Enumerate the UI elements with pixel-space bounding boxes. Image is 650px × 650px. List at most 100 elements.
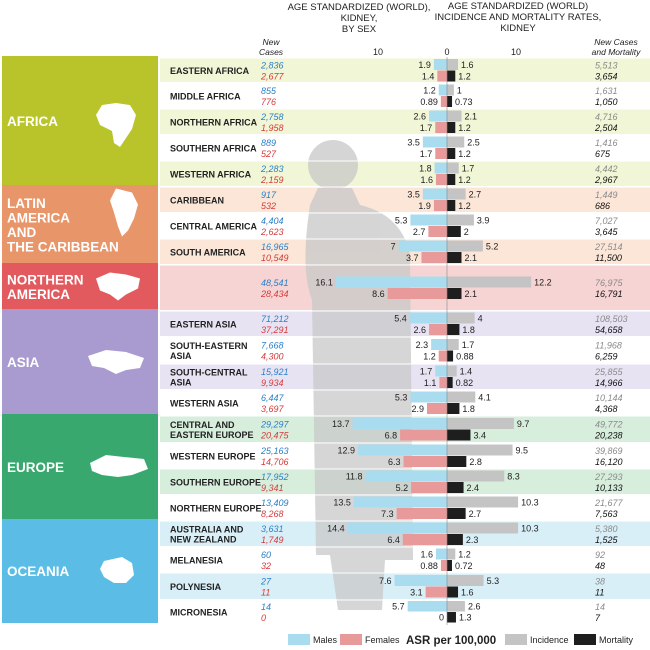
bar-incidence — [447, 444, 513, 456]
value-label-females: 1.6 — [420, 175, 433, 185]
legend-swatch-mortality — [574, 634, 596, 645]
bar-mortality — [447, 403, 460, 414]
total-mortality-cases: 3,645 — [595, 227, 619, 237]
value-label-males: 12.9 — [337, 446, 355, 456]
value-label-males: 14.4 — [327, 524, 345, 534]
bar-mortality — [447, 122, 456, 133]
male-new-cases: 71,212 — [261, 314, 289, 324]
bar-females — [426, 403, 447, 414]
region-name-line: ASIA — [7, 355, 40, 370]
region-map-icon — [90, 455, 148, 477]
bar-males — [429, 110, 447, 122]
total-mortality-cases: 2,504 — [594, 123, 618, 133]
title-right-line: INCIDENCE AND MORTALITY RATES, — [435, 12, 602, 23]
value-label-incidence: 1.6 — [461, 60, 474, 70]
female-new-cases: 37,291 — [261, 325, 289, 335]
total-new-cases: 5,513 — [595, 61, 618, 71]
value-label-mortality: 2.4 — [467, 483, 480, 493]
country-label: ASIA — [170, 378, 192, 388]
region-name-line: NORTHERN — [7, 272, 84, 287]
value-label-females: 1.7 — [420, 123, 433, 133]
bar-mortality — [447, 560, 452, 571]
value-label-incidence: 9.5 — [516, 446, 529, 456]
male-new-cases: 7,668 — [261, 341, 284, 351]
country-label: WESTERN ASIA — [170, 399, 239, 409]
bar-mortality — [447, 586, 459, 598]
bar-males — [431, 339, 447, 350]
value-label-mortality: 2.3 — [466, 535, 479, 545]
value-label-females: 1.2 — [423, 352, 436, 362]
bar-mortality — [447, 96, 453, 107]
value-label-males: 1.2 — [423, 86, 436, 96]
bar-females — [435, 122, 447, 133]
bar-incidence — [447, 522, 519, 534]
value-label-incidence: 9.7 — [517, 419, 530, 429]
value-label-incidence: 1.7 — [462, 164, 475, 174]
male-new-cases: 60 — [261, 550, 271, 560]
legend-label-females: Females — [365, 635, 400, 645]
female-new-cases: 9,934 — [261, 378, 284, 388]
legend-swatch-incidence — [505, 634, 527, 645]
male-new-cases: 25,163 — [260, 446, 289, 456]
new-cases-header-line: New — [262, 37, 280, 47]
country-label: MICRONESIA — [170, 608, 228, 618]
female-new-cases: 532 — [261, 201, 276, 211]
bar-incidence — [447, 59, 459, 70]
value-label-mortality: 1.2 — [458, 72, 471, 82]
total-new-cases: 14 — [595, 602, 605, 612]
title-right-line: AGE STANDARDIZED (WORLD) — [448, 1, 588, 12]
bar-incidence — [447, 339, 459, 350]
bar-mortality — [447, 456, 467, 467]
legend-swatch-males — [288, 634, 310, 645]
country-label: SOUTHERN EUROPE — [170, 478, 261, 488]
value-label-males: 5.7 — [392, 602, 405, 612]
row-band — [160, 187, 650, 212]
total-new-cases: 11,968 — [595, 341, 622, 351]
total-new-cases: 21,677 — [594, 498, 624, 508]
legend-label-asr: ASR per 100,000 — [406, 635, 496, 647]
value-label-females: 2.7 — [413, 227, 426, 237]
region-name-line: THE CARIBBEAN — [7, 239, 119, 254]
bar-males — [435, 365, 447, 377]
male-new-cases: 917 — [261, 190, 277, 200]
bar-mortality — [447, 70, 456, 82]
silhouette-head — [308, 140, 358, 190]
female-new-cases: 0 — [261, 613, 266, 623]
bar-males — [410, 391, 447, 403]
value-label-incidence: 1.7 — [462, 340, 475, 350]
bar-incidence — [447, 240, 483, 252]
female-new-cases: 1,958 — [261, 123, 284, 133]
value-label-males: 2.3 — [416, 340, 429, 350]
value-label-females: 0.89 — [420, 97, 438, 107]
country-label: EASTERN AFRICA — [170, 66, 250, 76]
country-label: EASTERN EUROPE — [170, 430, 254, 440]
bar-males — [357, 444, 447, 456]
country-label: SOUTH-CENTRAL — [170, 368, 248, 378]
axis-tick-label: 0 — [444, 47, 449, 57]
value-label-incidence: 2.7 — [469, 190, 482, 200]
value-label-males: 13.7 — [332, 419, 350, 429]
total-new-cases: 27,514 — [594, 242, 623, 252]
male-new-cases: 2,758 — [260, 112, 284, 122]
bar-incidence — [447, 418, 514, 429]
value-label-mortality: 1.2 — [458, 175, 471, 185]
value-label-mortality: 1.2 — [458, 149, 471, 159]
bar-mortality — [447, 534, 463, 545]
value-label-females: 2.9 — [411, 404, 424, 414]
male-new-cases: 6,447 — [261, 393, 285, 403]
bar-mortality — [447, 429, 471, 441]
bar-females — [421, 252, 447, 263]
bar-females — [402, 534, 447, 545]
total-mortality-cases: 16,120 — [595, 457, 623, 467]
legend-swatch-females — [340, 634, 362, 645]
male-new-cases: 4,404 — [261, 216, 284, 226]
title-left-line: AGE STANDARDIZED (WORLD), — [288, 2, 431, 13]
value-label-incidence: 1.4 — [460, 367, 473, 377]
